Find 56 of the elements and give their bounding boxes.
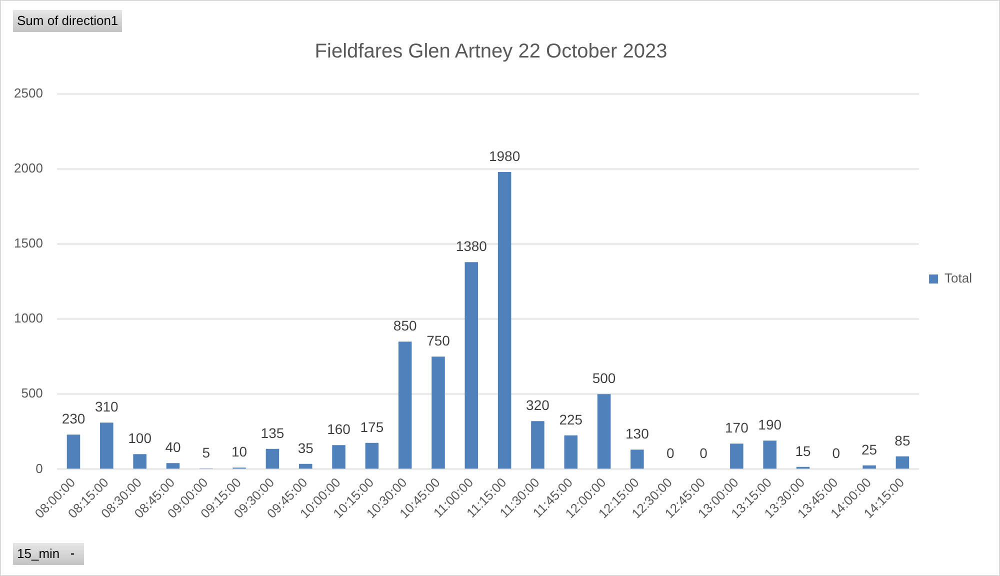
data-label: 35	[298, 440, 314, 456]
data-label: 85	[894, 432, 910, 448]
data-label: 320	[526, 397, 550, 414]
bar	[763, 440, 776, 469]
bar	[630, 450, 644, 469]
y-tick-label: 1000	[14, 310, 43, 326]
bar	[332, 445, 346, 469]
bar	[498, 172, 512, 469]
data-label: 190	[758, 416, 782, 433]
data-label: 0	[700, 445, 708, 462]
data-label: 1980	[488, 148, 520, 164]
bar	[730, 444, 744, 469]
y-tick-label: 500	[21, 386, 43, 401]
data-label: 0	[666, 445, 674, 462]
data-label: 160	[327, 421, 351, 438]
data-label: 25	[862, 441, 878, 458]
data-label: 10	[232, 444, 248, 460]
bar	[100, 422, 114, 469]
data-label: 850	[393, 317, 417, 334]
bar	[298, 464, 312, 469]
bar	[365, 442, 379, 469]
data-label: 310	[94, 398, 119, 415]
data-label: 40	[165, 439, 181, 456]
data-label: 15	[795, 442, 811, 459]
legend-label: Total	[944, 270, 972, 286]
bar	[597, 394, 611, 469]
bar	[862, 465, 876, 469]
bar	[398, 342, 412, 469]
data-label: 1380	[456, 238, 488, 254]
y-tick-label: 1500	[14, 236, 43, 251]
dropdown-button: 15_min	[13, 543, 84, 565]
y-tick-label: 0	[36, 460, 43, 476]
field-button: Sum of direction1	[13, 10, 122, 32]
data-label: 130	[626, 426, 650, 442]
bar	[531, 421, 544, 469]
data-label: 225	[559, 411, 583, 428]
data-label: 175	[360, 418, 384, 435]
data-label: 750	[426, 332, 450, 348]
data-label: 135	[260, 424, 284, 441]
data-label: 0	[832, 445, 840, 462]
y-tick-label: 2000	[14, 160, 43, 176]
bar	[66, 434, 80, 469]
bar	[464, 262, 478, 469]
bar	[166, 463, 180, 469]
bar	[896, 456, 910, 469]
bar	[564, 435, 578, 469]
bar	[432, 356, 445, 469]
data-label: 170	[724, 420, 749, 436]
bar	[266, 448, 280, 469]
data-label: 230	[62, 410, 86, 427]
data-label: 5	[202, 444, 210, 460]
data-label: 100	[128, 430, 152, 446]
bar	[133, 454, 146, 469]
y-tick-label: 2500	[14, 86, 43, 101]
data-label: 500	[592, 370, 616, 386]
chart-title: Fieldfares Glen Artney 22 October 2023	[314, 40, 668, 63]
